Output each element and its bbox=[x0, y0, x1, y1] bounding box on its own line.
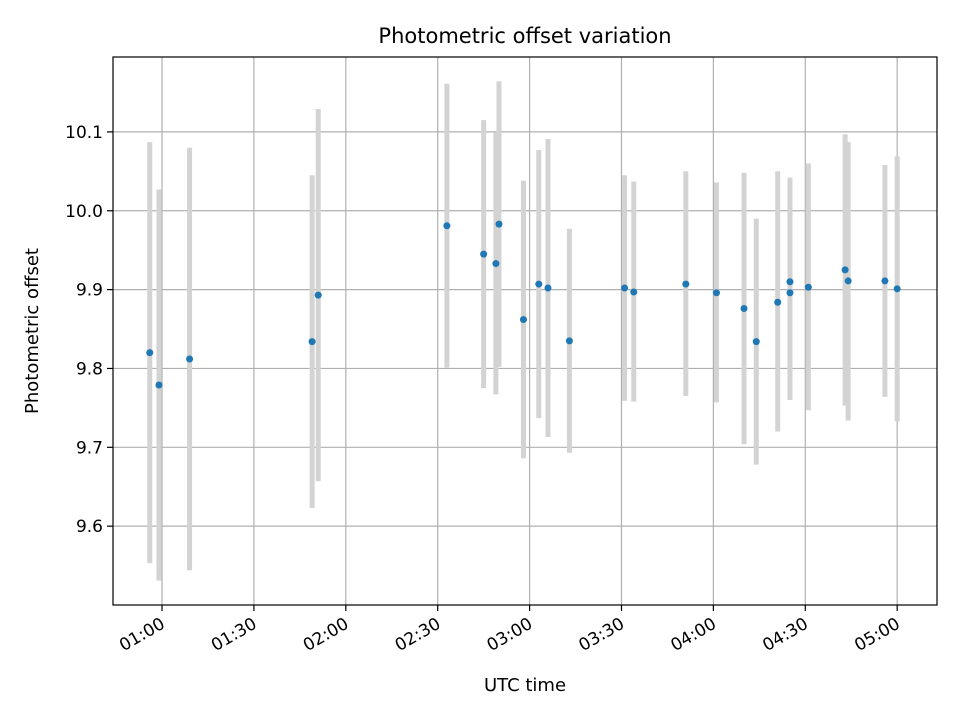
data-point bbox=[893, 285, 901, 293]
x-tick-label: 03:30 bbox=[576, 614, 628, 656]
y-tick-label: 10.1 bbox=[65, 123, 103, 143]
y-tick-label: 9.7 bbox=[76, 438, 103, 458]
x-tick-label: 04:30 bbox=[759, 614, 811, 656]
data-point bbox=[519, 316, 527, 324]
data-point bbox=[712, 289, 720, 297]
data-point bbox=[186, 355, 194, 363]
data-point bbox=[443, 222, 451, 230]
data-point bbox=[752, 338, 760, 346]
data-point bbox=[881, 277, 889, 285]
point-layer bbox=[146, 220, 901, 389]
data-point bbox=[155, 381, 163, 389]
data-point bbox=[146, 349, 154, 357]
y-tick-label: 9.8 bbox=[76, 359, 103, 379]
plot-frame bbox=[112, 56, 938, 606]
data-point bbox=[544, 284, 552, 292]
x-tick-label: 04:00 bbox=[667, 614, 719, 656]
data-point bbox=[786, 289, 794, 297]
data-point bbox=[786, 278, 794, 286]
x-tick-label: 02:30 bbox=[392, 614, 444, 656]
data-point bbox=[841, 266, 849, 274]
data-point bbox=[682, 280, 690, 288]
data-point bbox=[492, 260, 500, 268]
x-tick-label: 03:00 bbox=[484, 614, 536, 656]
x-tick-label: 05:00 bbox=[851, 614, 903, 656]
data-point bbox=[621, 284, 629, 292]
data-point bbox=[480, 250, 488, 258]
data-point bbox=[308, 338, 316, 346]
data-point bbox=[495, 220, 503, 228]
data-point bbox=[535, 280, 543, 288]
data-point bbox=[804, 283, 812, 291]
chart-title: Photometric offset variation bbox=[378, 24, 671, 48]
x-axis-title: UTC time bbox=[484, 675, 566, 696]
x-tick-label: 01:00 bbox=[116, 614, 168, 656]
y-tick-label: 10.0 bbox=[65, 202, 103, 222]
errorbar-layer bbox=[147, 81, 900, 581]
data-point bbox=[844, 277, 852, 285]
data-point bbox=[774, 298, 782, 306]
data-point bbox=[740, 305, 748, 313]
y-tick-label: 9.6 bbox=[76, 517, 103, 537]
x-tick-label: 02:00 bbox=[300, 614, 352, 656]
x-tick-label: 01:30 bbox=[208, 614, 260, 656]
y-tick-label: 9.9 bbox=[76, 281, 103, 301]
data-point bbox=[630, 288, 638, 296]
y-axis-title: Photometric offset bbox=[22, 248, 43, 414]
data-point bbox=[565, 337, 573, 345]
data-point bbox=[314, 291, 322, 299]
